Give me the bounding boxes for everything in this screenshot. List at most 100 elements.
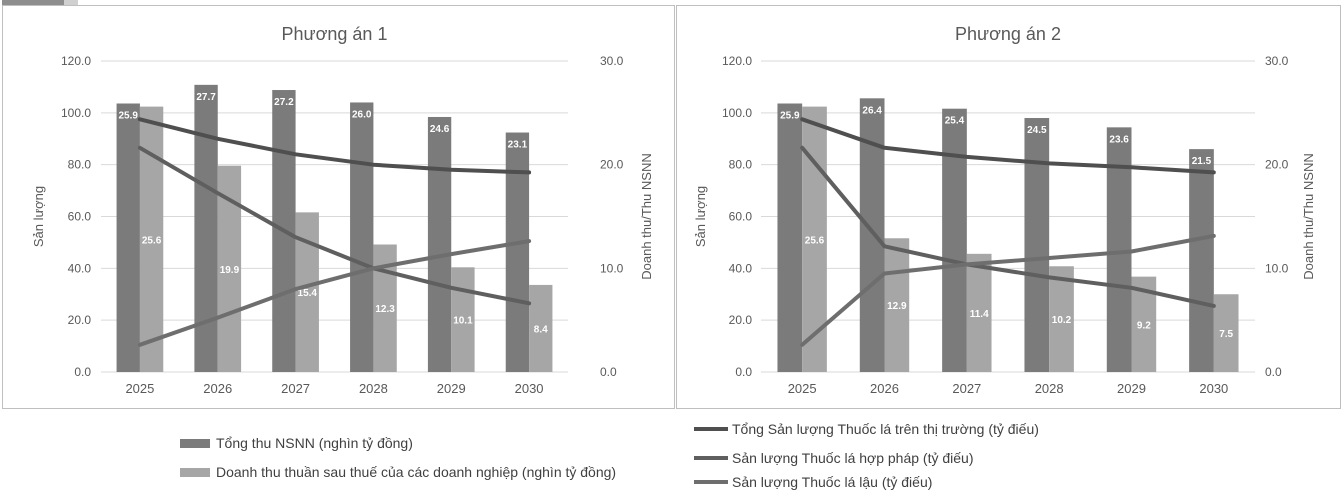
y2-tick-label: 0.0 <box>600 365 617 379</box>
series-line-hop_phap <box>137 145 532 306</box>
y2-tick-label: 20.0 <box>600 158 624 172</box>
bar-tong_thu <box>777 103 803 373</box>
data-label-doanh_thu: 12.9 <box>887 301 907 312</box>
y-tick-label: 20.0 <box>729 313 753 327</box>
x-tick-label: 2029 <box>1117 381 1146 396</box>
data-label-doanh_thu: 10.1 <box>453 316 473 327</box>
bar-tong_thu <box>1189 149 1214 372</box>
bar-tong_thu <box>427 116 452 372</box>
legend-line-lau <box>694 480 728 484</box>
y-tick-label: 40.0 <box>729 261 753 275</box>
x-tick-label: 2027 <box>281 381 310 396</box>
bar-tong_thu <box>505 132 530 372</box>
data-label-doanh_thu: 9.2 <box>1137 320 1151 331</box>
y-tick-label: 120.0 <box>61 54 91 68</box>
sheet-tab-active[interactable] <box>2 0 64 5</box>
legend-label-tong-thu: Tổng thu NSNN (nghìn tỷ đồng) <box>216 435 413 451</box>
y-tick-label: 40.0 <box>68 261 92 275</box>
legend-item-hop-phap: Sản lượng Thuốc lá hợp pháp (tỷ điếu) <box>694 450 974 466</box>
data-label-doanh_thu: 19.9 <box>220 265 240 276</box>
data-label-tong_thu: 26.4 <box>862 105 882 116</box>
y2-axis-label: Doanh thu/Thu NSNN <box>1301 153 1316 279</box>
series-line-lau <box>800 233 1216 347</box>
bar-doanh_thu <box>373 244 397 372</box>
bar-doanh_thu <box>451 267 475 372</box>
legend-label-lau: Sản lượng Thuốc lá lậu (tỷ điếu) <box>732 474 933 490</box>
series-line-tong_sl <box>800 117 1216 175</box>
y-tick-label: 80.0 <box>68 158 92 172</box>
y-axis-label: Sản lượng <box>31 186 46 247</box>
y2-tick-label: 20.0 <box>1265 158 1289 172</box>
data-label-doanh_thu: 7.5 <box>1219 329 1233 340</box>
bar-doanh_thu <box>1213 294 1239 372</box>
x-tick-label: 2025 <box>125 381 154 396</box>
bar-doanh_thu <box>884 238 910 372</box>
data-label-doanh_thu: 11.4 <box>970 309 989 320</box>
y-axis-label: Sản lượng <box>693 186 708 247</box>
data-label-doanh_thu: 25.6 <box>142 235 162 246</box>
bar-doanh_thu <box>295 212 319 372</box>
data-label-tong_thu: 27.2 <box>274 97 294 108</box>
series-line-tong_sl <box>137 117 532 175</box>
data-label-doanh_thu: 12.3 <box>375 304 395 315</box>
y2-tick-label: 10.0 <box>1265 261 1289 275</box>
chart-1: Phương án 1 0.0 20.0 40.0 60.0 80.0 100.0 120.0… <box>31 24 654 396</box>
bar-tong_thu <box>942 108 967 372</box>
y-tick-label: 100.0 <box>61 106 91 120</box>
y-tick-label: 0.0 <box>74 365 91 379</box>
data-label-doanh_thu: 25.6 <box>805 235 825 246</box>
x-tick-label: 2027 <box>952 381 981 396</box>
data-label-tong_thu: 23.6 <box>1109 134 1129 145</box>
bar-doanh_thu <box>529 284 553 372</box>
x-tick-label: 2026 <box>203 381 232 396</box>
y2-axis-label: Doanh thu/Thu NSNN <box>639 153 654 279</box>
y2-tick-label: 30.0 <box>1265 54 1289 68</box>
y2-tick-label: 30.0 <box>600 54 624 68</box>
bar-doanh_thu <box>966 253 992 372</box>
series-line-hop_phap <box>800 145 1216 308</box>
y-tick-label: 100.0 <box>722 106 752 120</box>
data-label-tong_thu: 26.0 <box>352 109 372 120</box>
data-label-tong_thu: 24.5 <box>1027 125 1047 136</box>
y-tick-label: 20.0 <box>68 313 92 327</box>
legend-item-tong-thu: Tổng thu NSNN (nghìn tỷ đồng) <box>180 435 413 451</box>
legend-item-lau: Sản lượng Thuốc lá lậu (tỷ điếu) <box>694 474 932 490</box>
legend-label-hop-phap: Sản lượng Thuốc lá hợp pháp (tỷ điếu) <box>732 450 974 466</box>
y-tick-label: 0.0 <box>735 365 752 379</box>
legend-swatch-tong-thu <box>180 438 210 448</box>
bar-doanh_thu <box>139 106 164 372</box>
legend-swatch-doanh-thu <box>180 467 210 477</box>
x-tick-label: 2025 <box>788 381 817 396</box>
data-label-tong_thu: 25.9 <box>119 111 139 122</box>
y-tick-label: 80.0 <box>729 158 753 172</box>
legend-line-hop-phap <box>694 456 728 460</box>
y2-tick-label: 0.0 <box>1265 365 1282 379</box>
x-tick-label: 2029 <box>437 381 466 396</box>
bar-tong_thu <box>116 103 140 373</box>
chart-title: Phương án 1 <box>282 24 388 44</box>
legend-item-tong-san-luong: Tổng Sản lượng Thuốc lá trên thị trường … <box>694 421 1039 437</box>
y-tick-label: 120.0 <box>722 54 752 68</box>
y-tick-label: 60.0 <box>68 210 92 224</box>
data-label-tong_thu: 27.7 <box>196 92 216 103</box>
data-label-tong_thu: 23.1 <box>508 140 528 151</box>
x-tick-label: 2030 <box>1199 381 1228 396</box>
bar-doanh_thu <box>217 165 242 372</box>
data-label-tong_thu: 21.5 <box>1192 156 1212 167</box>
sheet-tab[interactable] <box>64 0 78 5</box>
chart-title: Phương án 2 <box>955 24 1061 44</box>
legend-label-doanh-thu: Doanh thu thuần sau thuế của các doanh n… <box>216 464 617 480</box>
data-label-doanh_thu: 10.2 <box>1052 315 1072 326</box>
bar-doanh_thu <box>1049 266 1074 372</box>
legend-line-tong-san-luong <box>694 427 728 431</box>
bar-tong_thu <box>1106 127 1132 372</box>
chart-panel-2: Phương án 2 0.0 20.0 40.0 60.0 80.0 100.0 120.0… <box>676 5 1341 409</box>
series-line-lau <box>137 239 532 347</box>
data-label-doanh_thu: 15.4 <box>298 288 318 299</box>
chart-2: Phương án 2 0.0 20.0 40.0 60.0 80.0 100.0 120.0… <box>693 24 1316 396</box>
x-tick-label: 2026 <box>870 381 899 396</box>
legend-label-tong-san-luong: Tổng Sản lượng Thuốc lá trên thị trường … <box>732 421 1039 437</box>
y2-tick-label: 10.0 <box>600 261 624 275</box>
bar-tong_thu <box>350 102 374 372</box>
y-tick-label: 60.0 <box>729 210 753 224</box>
